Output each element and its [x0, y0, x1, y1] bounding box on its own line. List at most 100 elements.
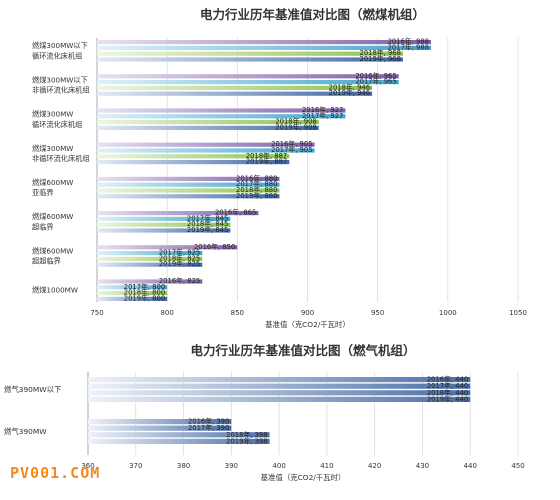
bar-2016: [97, 74, 399, 79]
data-label: 2016年, 390: [188, 417, 229, 426]
bar-2016: [88, 377, 471, 383]
data-label: 2017年, 988: [388, 42, 429, 51]
bar-2018: [97, 291, 168, 296]
x-tick-label: 750: [90, 309, 103, 317]
bar-2017: [97, 148, 315, 153]
data-label: 2018年, 825: [159, 253, 200, 262]
bar-2018: [97, 154, 290, 159]
x-tick-label: 360: [81, 462, 94, 470]
bar-2019: [88, 396, 471, 402]
data-label: 2018年, 887: [246, 151, 287, 160]
bar-2018: [97, 85, 373, 90]
data-label: 2017年, 845: [187, 213, 228, 222]
bar-2017: [97, 80, 399, 85]
category-label: 循环流化床机组: [32, 120, 82, 129]
data-label: 2019年, 800: [124, 293, 165, 302]
category-label: 燃煤300MW以下: [32, 41, 88, 50]
bar-2017: [88, 383, 471, 389]
bar-2017: [97, 251, 203, 256]
category-label: 燃气390MW以下: [4, 385, 61, 394]
x-tick-label: 450: [511, 462, 524, 470]
bar-2016: [97, 245, 238, 250]
x-tick-label: 1000: [439, 309, 457, 317]
x-tick-label: 420: [368, 462, 381, 470]
category-label: 非循环流化床机组: [32, 86, 90, 95]
x-tick-label: 440: [464, 462, 477, 470]
x-axis-title: 基准值（克CO2/千瓦时）: [265, 320, 350, 329]
bar-2019: [97, 125, 319, 130]
data-label: 2016年, 880: [236, 173, 277, 182]
bar-2018: [88, 432, 270, 438]
bar-2018: [88, 390, 471, 396]
bar-2017: [97, 114, 346, 119]
bar-2016: [97, 108, 346, 113]
x-tick-label: 900: [301, 309, 314, 317]
bar-2016: [97, 279, 203, 284]
data-label: 2018年, 440: [427, 388, 468, 397]
x-tick-label: 410: [320, 462, 333, 470]
category-label: 燃煤600MW: [32, 212, 73, 221]
category-label: 燃气390MW: [4, 427, 47, 436]
category-label: 燃煤1000MW: [32, 286, 78, 295]
data-label: 2019年, 908: [275, 122, 316, 131]
category-label: 燃煤600MW: [32, 178, 73, 187]
data-label: 2019年, 946: [329, 88, 370, 97]
bar-2017: [97, 45, 431, 50]
data-label: 2018年, 845: [187, 219, 228, 228]
data-label: 2016年, 965: [355, 71, 396, 80]
category-label: 燃煤300MW以下: [32, 75, 88, 84]
x-tick-label: 800: [160, 309, 173, 317]
category-label: 燃煤600MW: [32, 246, 73, 255]
category-label: 循环流化床机组: [32, 51, 82, 60]
x-tick-label: 1050: [509, 309, 527, 317]
bar-2016: [97, 142, 315, 147]
data-label: 2016年, 440: [427, 375, 468, 384]
data-label: 2017年, 927: [302, 111, 343, 120]
x-tick-label: 370: [129, 462, 142, 470]
bar-2018: [97, 120, 319, 125]
x-tick-label: 400: [272, 462, 285, 470]
bar-2019: [97, 194, 280, 199]
data-label: 2019年, 440: [427, 394, 468, 403]
bar-2019: [97, 160, 290, 165]
data-label: 2016年, 905: [271, 139, 312, 148]
bar-2017: [88, 425, 232, 431]
bar-2018: [97, 222, 231, 227]
data-label: 2018年, 968: [360, 48, 401, 57]
category-label: 非循环流化床机组: [32, 154, 90, 163]
x-tick-label: 950: [371, 309, 384, 317]
data-label: 2019年, 968: [360, 54, 401, 63]
data-label: 2016年, 927: [302, 105, 343, 114]
x-tick-label: 380: [177, 462, 190, 470]
chart-title: 电力行业历年基准值对比图（燃气机组）: [190, 343, 415, 358]
data-label: 2017年, 905: [271, 145, 312, 154]
data-label: 2019年, 825: [159, 259, 200, 268]
x-axis-title: 基准值（克CO2/千瓦时）: [261, 473, 346, 482]
bar-2019: [97, 228, 231, 233]
data-label: 2018年, 946: [329, 82, 370, 91]
data-label: 2018年, 800: [124, 288, 165, 297]
bar-2017: [97, 216, 231, 221]
data-label: 2017年, 440: [427, 381, 468, 390]
data-label: 2016年, 865: [215, 208, 256, 217]
x-tick-label: 850: [231, 309, 244, 317]
data-label: 2019年, 887: [246, 157, 287, 166]
data-label: 2019年, 880: [236, 191, 277, 200]
bar-2018: [97, 51, 403, 56]
x-tick-label: 390: [225, 462, 238, 470]
chart-title: 电力行业历年基准值对比图（燃煤机组）: [200, 7, 425, 22]
bar-2019: [88, 438, 270, 444]
bar-2016: [97, 40, 431, 45]
data-label: 2018年, 880: [236, 185, 277, 194]
category-label: 超临界: [32, 222, 54, 231]
data-label: 2017年, 880: [236, 179, 277, 188]
bar-2018: [97, 256, 203, 261]
watermark-text: PV001.COM: [10, 464, 101, 482]
data-label: 2017年, 390: [188, 423, 229, 432]
data-label: 2019年, 398: [226, 436, 267, 445]
bar-2018: [97, 188, 280, 193]
bar-2019: [97, 262, 203, 267]
category-label: 亚临界: [32, 188, 54, 197]
bar-2016: [97, 176, 280, 181]
